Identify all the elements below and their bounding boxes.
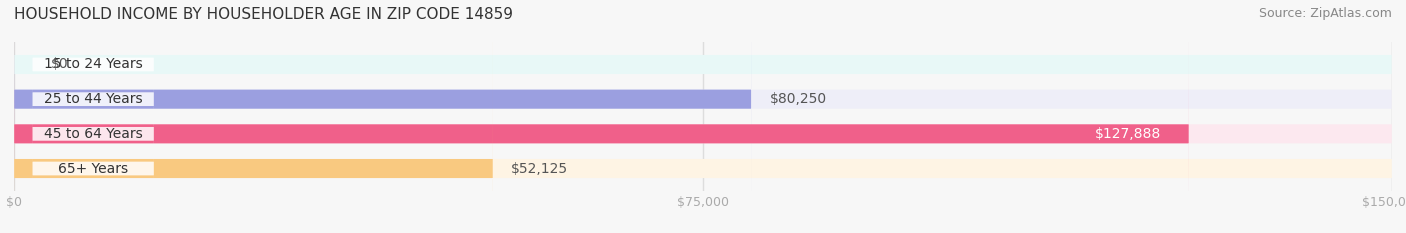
FancyBboxPatch shape bbox=[32, 0, 153, 233]
FancyBboxPatch shape bbox=[14, 0, 1392, 233]
Text: 25 to 44 Years: 25 to 44 Years bbox=[44, 92, 142, 106]
FancyBboxPatch shape bbox=[32, 0, 153, 233]
Text: 45 to 64 Years: 45 to 64 Years bbox=[44, 127, 142, 141]
Text: Source: ZipAtlas.com: Source: ZipAtlas.com bbox=[1258, 7, 1392, 20]
FancyBboxPatch shape bbox=[32, 0, 153, 233]
Text: HOUSEHOLD INCOME BY HOUSEHOLDER AGE IN ZIP CODE 14859: HOUSEHOLD INCOME BY HOUSEHOLDER AGE IN Z… bbox=[14, 7, 513, 22]
FancyBboxPatch shape bbox=[14, 0, 751, 233]
Text: $127,888: $127,888 bbox=[1095, 127, 1161, 141]
Text: $0: $0 bbox=[51, 58, 69, 72]
Text: $80,250: $80,250 bbox=[769, 92, 827, 106]
Text: $52,125: $52,125 bbox=[512, 161, 568, 175]
FancyBboxPatch shape bbox=[14, 0, 1392, 233]
Text: 15 to 24 Years: 15 to 24 Years bbox=[44, 58, 142, 72]
FancyBboxPatch shape bbox=[32, 0, 153, 233]
FancyBboxPatch shape bbox=[14, 0, 494, 233]
FancyBboxPatch shape bbox=[14, 0, 1392, 233]
FancyBboxPatch shape bbox=[14, 0, 1392, 233]
Text: 65+ Years: 65+ Years bbox=[58, 161, 128, 175]
FancyBboxPatch shape bbox=[14, 0, 1189, 233]
